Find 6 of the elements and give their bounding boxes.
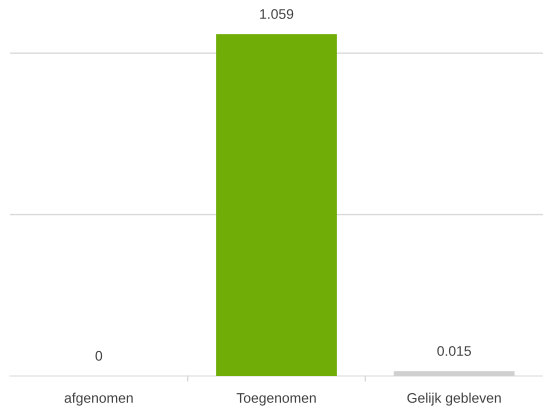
- x-tick-label: Toegenomen: [236, 393, 316, 406]
- data-label: 1.059: [260, 9, 294, 19]
- x-tick-label: Gelijk gebleven: [407, 392, 501, 406]
- x-tick-label: afgenomen: [64, 392, 133, 406]
- data-label: 0: [96, 350, 102, 361]
- data-label: 0.015: [437, 346, 471, 356]
